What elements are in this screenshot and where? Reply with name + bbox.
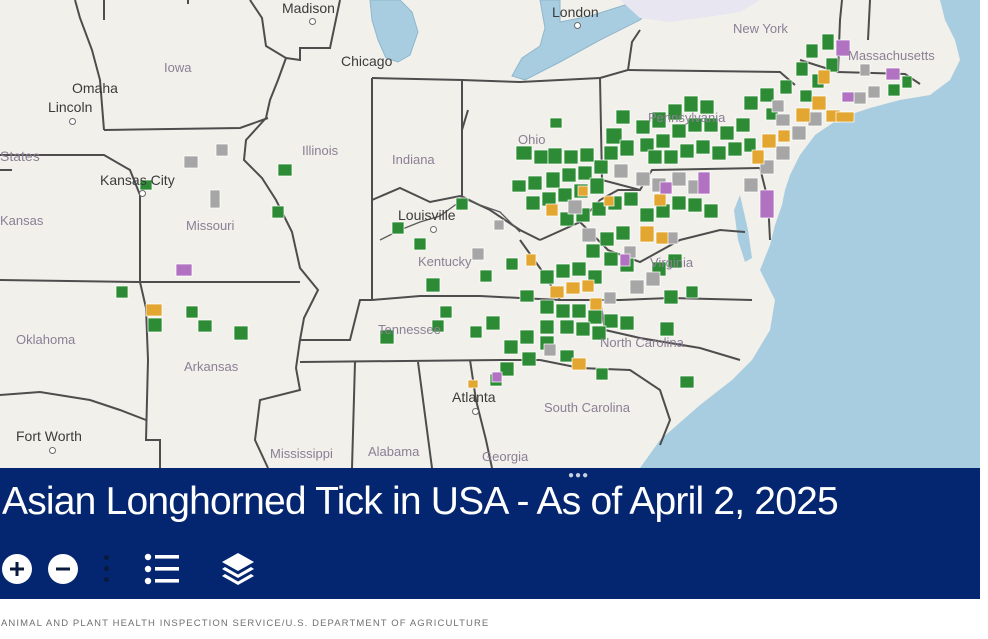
lake-erie-ontario	[511, 0, 661, 81]
city-marker	[69, 118, 76, 125]
map-label-states: States	[0, 148, 40, 164]
state-label-north-carolina: North Carolina	[600, 335, 684, 350]
state-label-arkansas: Arkansas	[184, 359, 239, 374]
counties-purple	[175, 39, 901, 383]
state-label-mississippi: Mississippi	[270, 446, 333, 461]
city-label-omaha: Omaha	[72, 80, 118, 96]
city-label-lincoln: Lincoln	[48, 99, 93, 115]
state-label-new-york: New York	[733, 21, 788, 36]
lake-michigan	[369, 0, 419, 63]
zoom-in-button[interactable]	[2, 554, 32, 584]
canada-region	[620, 0, 760, 22]
map-canvas[interactable]: Iowa Illinois Indiana Ohio Pennsylvania …	[0, 0, 980, 468]
state-label-alabama: Alabama	[368, 444, 420, 459]
layers-icon	[222, 553, 254, 585]
city-marker	[574, 22, 581, 29]
state-label-kentucky: Kentucky	[418, 254, 472, 269]
city-label-fort-worth: Fort Worth	[16, 428, 82, 444]
state-label-iowa: Iowa	[164, 60, 192, 75]
city-label-atlanta: Atlanta	[452, 389, 496, 405]
more-options-button[interactable]	[104, 555, 110, 583]
state-label-illinois: Illinois	[302, 143, 339, 158]
state-label-virginia: Virginia	[650, 255, 694, 270]
state-label-georgia: Georgia	[482, 449, 529, 464]
map-graphic	[0, 0, 980, 468]
city-label-kansas-city: Kansas City	[100, 172, 175, 188]
state-label-ohio: Ohio	[518, 132, 546, 147]
state-label-tennessee: Tennessee	[378, 322, 441, 337]
counties-gray	[183, 63, 881, 357]
counties-orange	[145, 69, 855, 389]
city-label-madison: Madison	[282, 0, 335, 16]
city-marker	[49, 447, 56, 454]
drag-handle-icon[interactable]: ●●●	[568, 470, 590, 481]
plus-icon	[10, 562, 24, 576]
zoom-out-button[interactable]	[48, 554, 78, 584]
state-label-oklahoma: Oklahoma	[16, 332, 76, 347]
legend-button[interactable]	[143, 552, 181, 586]
map-title-banner: ●●● Asian Longhorned Tick in USA - As of…	[0, 468, 980, 599]
layers-button[interactable]	[219, 551, 257, 587]
state-label-kansas: Kansas	[0, 213, 44, 228]
counties-green	[115, 33, 913, 389]
city-label-london: London	[552, 4, 599, 20]
image-credit: ANIMAL AND PLANT HEALTH INSPECTION SERVI…	[1, 618, 490, 629]
city-marker	[430, 226, 437, 233]
city-marker	[309, 18, 316, 25]
list-icon	[144, 553, 179, 585]
state-label-massachusetts: Massachusetts	[848, 48, 935, 63]
map-title: Asian Longhorned Tick in USA - As of Apr…	[2, 480, 839, 523]
state-label-south-carolina: South Carolina	[544, 400, 630, 415]
state-label-missouri: Missouri	[186, 218, 235, 233]
chesapeake-bay	[734, 195, 752, 262]
city-marker	[472, 408, 479, 415]
minus-icon	[56, 567, 70, 571]
city-marker	[139, 190, 146, 197]
city-label-louisville: Louisville	[398, 207, 456, 223]
atlantic-ocean	[640, 0, 980, 468]
state-label-pennsylvania: Pennsylvania	[648, 110, 726, 125]
city-label-chicago: Chicago	[341, 53, 393, 69]
vertical-dots-icon	[104, 555, 109, 560]
state-label-indiana: Indiana	[392, 152, 435, 167]
